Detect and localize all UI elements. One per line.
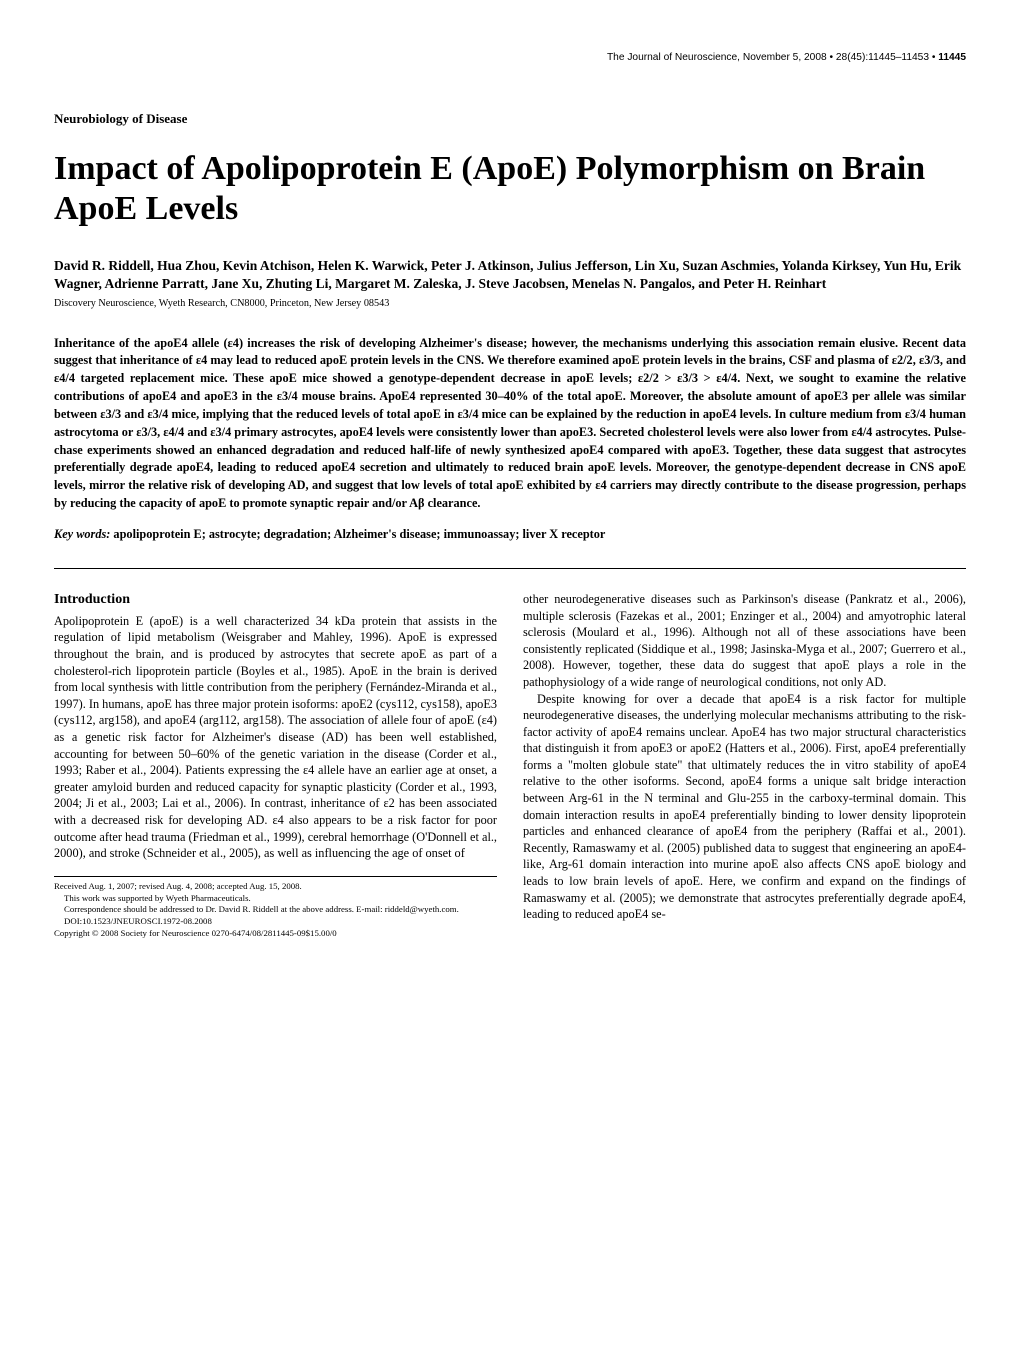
section-label: Neurobiology of Disease	[54, 111, 966, 127]
footnotes: Received Aug. 1, 2007; revised Aug. 4, 2…	[54, 876, 497, 940]
running-head-dot: •	[827, 52, 836, 63]
keywords: Key words: apolipoprotein E; astrocyte; …	[54, 527, 966, 542]
intro-paragraph-1: Apolipoprotein E (apoE) is a well charac…	[54, 613, 497, 862]
intro-paragraph-2: other neurodegenerative diseases such as…	[523, 591, 966, 691]
horizontal-rule	[54, 568, 966, 569]
footnote-received: Received Aug. 1, 2007; revised Aug. 4, 2…	[54, 881, 497, 893]
footnote-correspondence: Correspondence should be addressed to Dr…	[54, 904, 497, 916]
body-columns: Introduction Apolipoprotein E (apoE) is …	[54, 591, 966, 940]
running-head: The Journal of Neuroscience, November 5,…	[54, 52, 966, 63]
running-head-issue: 28(45):11445–11453	[836, 52, 929, 63]
article-title: Impact of Apolipoprotein E (ApoE) Polymo…	[54, 149, 966, 229]
authors-list: David R. Riddell, Hua Zhou, Kevin Atchis…	[54, 257, 966, 293]
abstract: Inheritance of the apoE4 allele (ε4) inc…	[54, 335, 966, 513]
footnote-doi: DOI:10.1523/JNEUROSCI.1972-08.2008	[54, 916, 497, 928]
intro-paragraph-3: Despite knowing for over a decade that a…	[523, 691, 966, 923]
affiliation: Discovery Neuroscience, Wyeth Research, …	[54, 298, 966, 309]
running-head-dot2: •	[929, 52, 938, 63]
keywords-body: apolipoprotein E; astrocyte; degradation…	[110, 527, 605, 541]
right-column: other neurodegenerative diseases such as…	[523, 591, 966, 940]
introduction-heading: Introduction	[54, 591, 497, 610]
running-head-journal: The Journal of Neuroscience, November 5,…	[607, 52, 827, 63]
left-column: Introduction Apolipoprotein E (apoE) is …	[54, 591, 497, 940]
running-head-pagenum: 11445	[938, 52, 966, 63]
keywords-label: Key words:	[54, 527, 110, 541]
footnote-copyright: Copyright © 2008 Society for Neuroscienc…	[54, 928, 497, 940]
footnote-support: This work was supported by Wyeth Pharmac…	[54, 893, 497, 905]
